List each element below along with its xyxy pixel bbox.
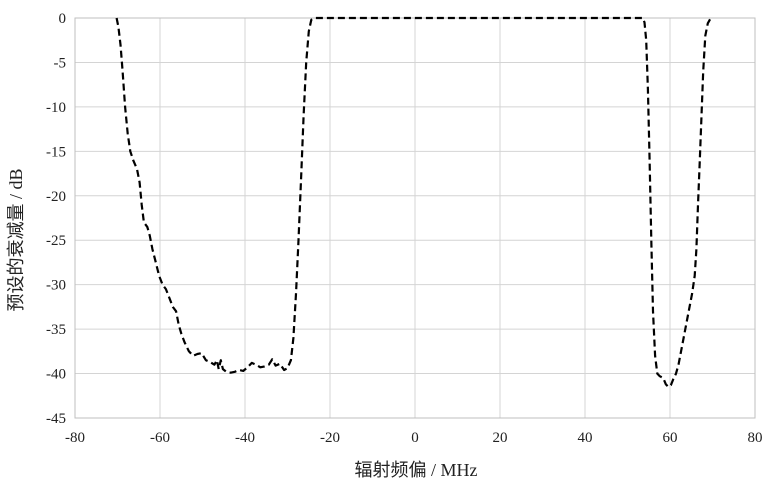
x-tick-label: -40 [235,430,255,446]
y-tick-label: 0 [59,11,67,27]
y-tick-label: -45 [46,411,66,427]
y-axis-title: 预设的衰减量 / dB [6,168,26,311]
series-group [115,16,712,388]
x-tick-label: 0 [411,430,419,446]
x-tick-label: 20 [493,430,508,446]
x-tick-label: 80 [748,430,763,446]
y-axis-tick-labels: 0 -5 -10 -15 -20 -25 -30 -35 -40 -45 [46,11,66,427]
y-tick-label: -10 [46,100,66,116]
y-tick-label: -20 [46,189,66,205]
x-axis-title: 辐射频偏 / MHz [355,460,478,480]
x-tick-label: 60 [663,430,678,446]
y-tick-label: -25 [46,233,66,249]
x-tick-label: -80 [65,430,85,446]
x-axis-tick-labels: -80 -60 -40 -20 0 20 40 60 80 [65,430,763,446]
attenuation-series-line [115,16,712,388]
vertical-gridlines [74,18,756,418]
x-tick-label: -60 [150,430,170,446]
horizontal-gridlines [74,17,756,419]
x-tick-label: 40 [578,430,593,446]
y-tick-label: -5 [54,55,67,71]
x-tick-label: -20 [320,430,340,446]
y-tick-label: -30 [46,278,66,294]
y-tick-label: -15 [46,144,66,160]
y-tick-label: -35 [46,322,66,338]
y-tick-label: -40 [46,367,66,383]
